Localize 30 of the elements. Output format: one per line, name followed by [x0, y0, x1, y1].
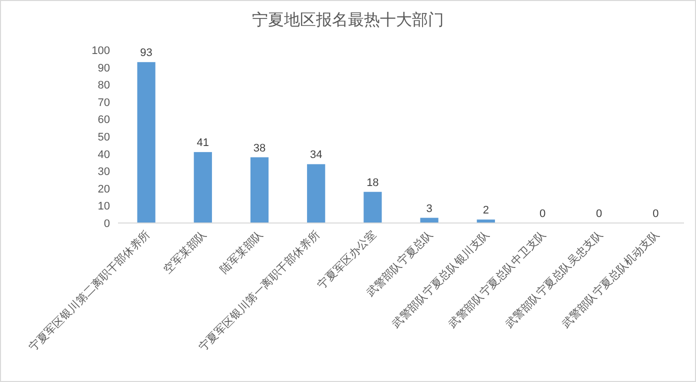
y-tick-label: 40: [98, 148, 110, 161]
data-label: 41: [196, 137, 210, 150]
y-tick-label: 60: [98, 114, 110, 126]
bar: [307, 164, 326, 223]
data-label: 34: [310, 149, 322, 162]
y-tick-label: 80: [98, 80, 110, 92]
y-tick-label: 50: [98, 132, 110, 144]
bar: [364, 192, 382, 223]
y-tick-label: 30: [98, 166, 110, 178]
y-tick-label: 10: [98, 200, 110, 213]
bar: [137, 62, 156, 223]
data-label: 18: [366, 176, 379, 189]
x-tick-label: 陆军某部队: [218, 228, 266, 276]
y-tick-label: 20: [98, 183, 110, 196]
data-label: 93: [140, 47, 152, 60]
data-label: 2: [482, 204, 489, 217]
y-tick-label: 0: [104, 218, 110, 230]
x-tick-label: 空军某部队: [160, 228, 210, 276]
y-tick-label: 90: [98, 62, 110, 74]
y-tick-label: 100: [92, 45, 110, 57]
bar: [194, 152, 212, 223]
bar: [250, 157, 269, 223]
data-label: 0: [539, 208, 546, 220]
data-label: 38: [253, 142, 266, 154]
x-tick-label: 宁夏军区银川第二离职干部休养所: [26, 228, 152, 354]
data-label: 0: [652, 208, 659, 220]
data-label: 0: [596, 208, 602, 220]
data-label: 3: [426, 202, 432, 215]
y-tick-label: 70: [98, 96, 110, 109]
chart-title: 宁夏地区报名最热十大部门: [252, 11, 444, 29]
